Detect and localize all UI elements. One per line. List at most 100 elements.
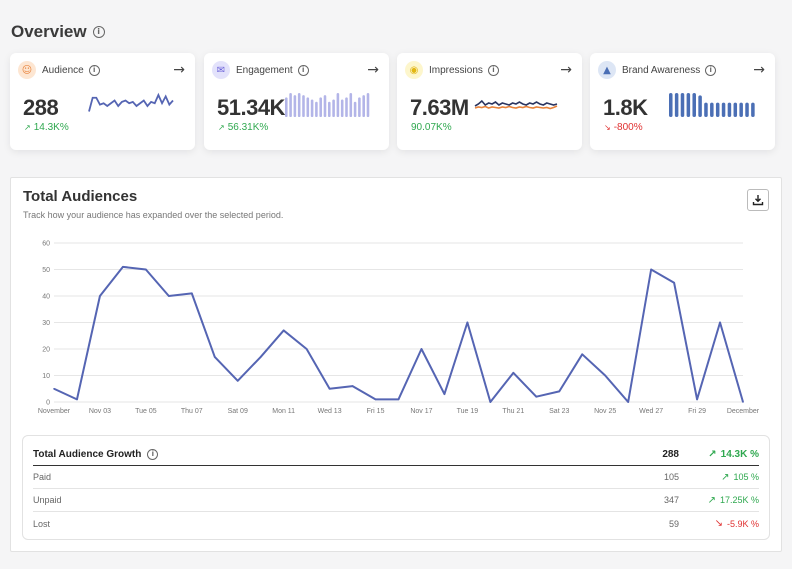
data-point[interactable]	[489, 401, 492, 403]
engagement-card[interactable]: ✉ Engagement i → 51.34K ↗ 56.31K%	[204, 53, 389, 150]
sparkline-bar	[674, 93, 679, 117]
data-point[interactable]	[259, 356, 262, 358]
y-tick-label: 10	[42, 373, 50, 380]
x-tick-label: Fri 15	[367, 408, 385, 415]
data-point[interactable]	[420, 348, 423, 350]
data-point[interactable]	[443, 393, 446, 395]
info-icon[interactable]: i	[297, 64, 309, 76]
data-point[interactable]	[581, 353, 584, 356]
data-point[interactable]	[191, 292, 193, 295]
sparkline-series	[88, 92, 174, 112]
sparkline-bar	[345, 97, 348, 117]
data-point[interactable]	[650, 268, 652, 271]
data-point[interactable]	[351, 385, 354, 387]
sparkline-bar	[285, 97, 288, 117]
audience-card[interactable]: ☺ Audience i → 288 ↗ 14.3K%	[10, 53, 195, 150]
sparkline-bar	[733, 102, 738, 117]
overview-header: Overview i	[11, 22, 105, 42]
sparkline-bar	[297, 93, 301, 117]
arrow-right-icon[interactable]: →	[560, 62, 572, 78]
sparkline-bar	[727, 102, 732, 117]
arrow-right-icon[interactable]: →	[753, 62, 765, 78]
sparkline-bar	[340, 99, 344, 117]
card-label: Engagement	[236, 64, 293, 76]
data-point[interactable]	[374, 398, 377, 401]
x-tick-label: Tue 05	[135, 408, 157, 415]
x-tick-label: November	[38, 408, 71, 415]
chat-icon: ✉	[212, 61, 230, 79]
card-change: 90.07K%	[411, 122, 452, 133]
impressions-sparkline	[474, 99, 558, 110]
total-audiences-chart: 0 10 20 30 40 50 60 November Nov 03 Tue 05 Thu 07 S…	[38, 241, 760, 416]
data-point[interactable]	[742, 401, 744, 403]
sparkline-bar	[704, 102, 708, 117]
data-point[interactable]	[53, 387, 55, 390]
page-title: Overview	[11, 22, 87, 41]
sparkline-bar	[680, 93, 685, 117]
info-icon[interactable]: i	[705, 64, 717, 76]
arrow-right-icon[interactable]: →	[173, 62, 185, 78]
y-tick-label: 50	[42, 267, 50, 274]
data-point[interactable]	[99, 295, 101, 297]
info-icon[interactable]: i	[487, 64, 499, 76]
data-point[interactable]	[719, 321, 721, 324]
data-point[interactable]	[512, 372, 515, 374]
megaphone-icon: ▲	[598, 61, 616, 79]
data-point[interactable]	[76, 398, 78, 401]
data-point[interactable]	[397, 398, 400, 401]
x-tick-label: Nov 03	[89, 408, 111, 415]
impressions-card[interactable]: ◉ Impressions i → 7.63M 90.07K%	[397, 53, 582, 150]
engagement-sparkline	[285, 93, 370, 117]
x-tick-label: Nov 25	[594, 408, 616, 415]
trend-up-icon: ↗	[24, 123, 31, 132]
data-point[interactable]	[168, 295, 170, 297]
sparkline-bar	[715, 102, 720, 117]
data-point[interactable]	[305, 348, 308, 350]
data-point[interactable]	[673, 281, 675, 284]
x-tick-label: Nov 17	[410, 408, 432, 415]
data-point[interactable]	[604, 374, 606, 377]
sparkline-bar	[698, 95, 702, 117]
sparkline-bar	[319, 97, 322, 117]
audience-series-line	[53, 265, 744, 403]
info-icon[interactable]: i	[88, 64, 100, 76]
info-icon[interactable]: i	[92, 26, 105, 38]
data-point[interactable]	[696, 398, 698, 401]
data-point[interactable]	[627, 401, 629, 403]
sparkline-bar	[349, 93, 353, 117]
card-label: Brand Awareness	[622, 64, 701, 76]
data-point[interactable]	[466, 321, 469, 324]
sparkline-bar	[721, 102, 726, 117]
y-tick-label: 20	[42, 347, 50, 354]
sparkline-bar	[692, 93, 696, 117]
sparkline-bar	[751, 102, 755, 117]
data-point[interactable]	[558, 390, 561, 393]
card-change: ↗ 56.31K%	[218, 122, 269, 133]
data-point[interactable]	[236, 380, 239, 382]
sparkline-bar	[686, 93, 691, 117]
download-button[interactable]	[747, 189, 769, 211]
data-point[interactable]	[282, 329, 285, 332]
x-tick-label: Wed 27	[639, 408, 663, 415]
sparkline-bar	[739, 102, 743, 117]
sparkline-bar	[323, 95, 327, 117]
card-change: ↗ 14.3K%	[24, 122, 69, 133]
y-tick-label: 0	[46, 400, 50, 407]
sparkline-series-secondary	[474, 105, 558, 110]
sparkline-bar	[332, 99, 335, 117]
card-value: 51.34K	[217, 95, 285, 120]
audience-growth-table: Total Audience Growth i 288 ↗ 14.3K % Pa…	[22, 435, 770, 540]
table-title: Total Audience Growth	[33, 448, 142, 460]
data-point[interactable]	[328, 387, 331, 390]
data-point[interactable]	[122, 266, 124, 268]
data-point[interactable]	[535, 395, 538, 398]
info-icon[interactable]: i	[147, 448, 159, 460]
card-value: 288	[23, 95, 59, 120]
data-point[interactable]	[145, 268, 147, 271]
card-change: ↘ -800%	[604, 122, 643, 133]
brand-awareness-card[interactable]: ▲ Brand Awareness i → 1.8K ↘ -800%	[590, 53, 775, 150]
data-point[interactable]	[213, 356, 216, 358]
arrow-right-icon[interactable]: →	[367, 62, 379, 78]
sparkline-bar	[306, 97, 310, 117]
sparkline-bar	[710, 102, 714, 117]
